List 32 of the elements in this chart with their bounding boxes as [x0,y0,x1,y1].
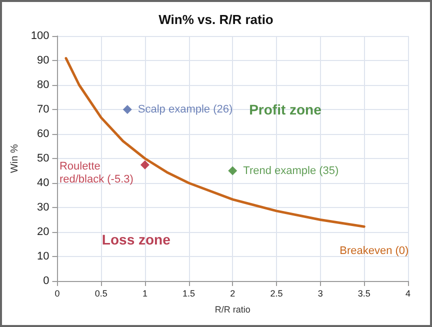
x-tick-label: 2.5 [270,288,283,298]
text: Breakeven (0) [340,245,409,258]
x-axis-title: R/R ratio [214,304,250,314]
y-tick-label: 90 [37,54,50,66]
y-tick-label: 100 [30,30,50,42]
annotation: Loss zone [102,231,171,248]
y-tick-label: 0 [43,275,50,287]
y-tick-label: 10 [37,250,50,262]
y-tick-label: 60 [37,128,50,140]
x-tick-label: 0 [54,288,60,298]
x-tick-label: 3.5 [358,288,370,298]
series-label: Roulette red/black (-5.3) [59,160,134,186]
point [228,166,238,176]
y-tick-label: 70 [37,104,50,116]
chart-title: Win% vs. R/R ratio [158,12,274,27]
series-label: Trend example (35) [243,164,339,177]
x-tick-label: 0.5 [94,288,108,298]
y-tick-label: 50 [37,152,50,164]
y-tick-label: 30 [37,202,50,214]
point [122,105,132,114]
annotation: Profit zone [249,102,322,118]
y-tick-label: 20 [37,226,50,238]
x-tick-label: 3 [318,288,323,298]
x-tick-label: 4 [405,288,411,298]
x-tick-label: 2 [230,288,236,298]
x-tick-label: 1 [142,288,148,298]
y-tick-label: 80 [37,79,50,91]
series-label: Scalp example (26) [138,104,233,116]
y-axis-title: Win % [10,144,20,173]
y-tick-label: 40 [37,177,50,189]
point [140,160,150,170]
x-tick-label: 1.5 [182,288,196,298]
